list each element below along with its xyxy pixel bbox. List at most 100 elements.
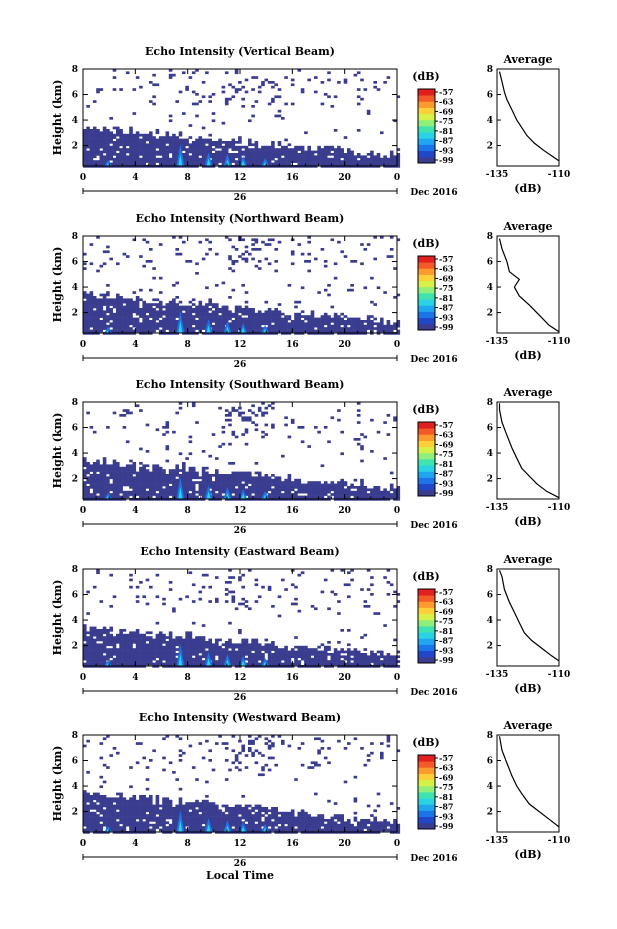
heatmap-cell xyxy=(89,243,94,246)
heatmap-cell xyxy=(274,95,278,99)
heatmap-cell xyxy=(350,160,354,163)
heatmap-cell xyxy=(248,153,252,156)
heatmap-cell xyxy=(96,481,100,484)
heatmap-cell xyxy=(300,157,305,161)
heatmap-cell xyxy=(172,157,176,161)
heatmap-cell xyxy=(149,660,153,663)
heatmap-cell xyxy=(257,148,262,151)
heatmap-cell xyxy=(234,88,239,91)
heatmap-cell xyxy=(294,320,298,323)
heatmap-cell xyxy=(106,650,110,654)
heatmap-cell xyxy=(198,597,203,601)
heatmap-cell xyxy=(158,310,163,314)
heatmap-cell xyxy=(198,145,203,149)
colorbar-tick-label: -63 xyxy=(439,430,454,440)
heatmap-cell xyxy=(340,655,344,659)
heatmap-cell xyxy=(119,631,123,635)
heatmap-cell xyxy=(376,329,381,333)
heatmap-cell xyxy=(185,636,189,639)
heatmap-cell xyxy=(116,474,120,477)
heatmap-cell xyxy=(238,322,242,326)
heatmap-cell xyxy=(244,643,249,647)
heatmap-cell xyxy=(205,305,209,309)
heatmap-cell xyxy=(89,481,94,484)
heatmap-cell xyxy=(277,310,282,314)
heatmap-cell xyxy=(330,148,335,151)
heatmap-cell xyxy=(201,645,206,649)
heatmap-cell xyxy=(393,267,397,270)
heatmap-cell xyxy=(119,133,123,137)
heatmap-cell xyxy=(251,257,255,261)
colorbar-tick-label: -87 xyxy=(439,136,453,146)
heatmap-cell xyxy=(360,433,364,436)
heatmap-cell xyxy=(83,291,87,294)
heatmap-cell xyxy=(370,160,374,163)
heatmap-cell xyxy=(244,493,249,496)
heatmap-cell xyxy=(251,143,255,147)
colorbar-swatch xyxy=(418,477,435,485)
heatmap-cell xyxy=(129,493,133,496)
heatmap-cell xyxy=(83,293,87,297)
heatmap-cell xyxy=(277,150,282,154)
heatmap-cell xyxy=(231,95,236,99)
heatmap-cell xyxy=(135,643,140,647)
heatmap-cell xyxy=(149,327,153,330)
heatmap-cell xyxy=(158,631,163,635)
heatmap-cell xyxy=(175,148,179,151)
heatmap-cell xyxy=(122,478,127,482)
heatmap-cell xyxy=(254,162,259,166)
heatmap-cell xyxy=(92,493,97,496)
heatmap-cell xyxy=(83,308,87,311)
heatmap-cell xyxy=(116,308,120,311)
heatmap-cell xyxy=(149,160,153,163)
heatmap-cell xyxy=(350,329,354,333)
heatmap-cell xyxy=(234,483,239,487)
heatmap-cell xyxy=(333,155,338,159)
heatmap-cell xyxy=(211,488,216,492)
heatmap-cell xyxy=(257,650,262,654)
heatmap-cell xyxy=(228,97,232,101)
heatmap-cell xyxy=(168,160,173,163)
heatmap-cell xyxy=(83,315,87,318)
heatmap-cell xyxy=(198,641,203,644)
heatmap-cell xyxy=(353,495,358,499)
heatmap-cell xyxy=(96,88,100,91)
heatmap-cell xyxy=(83,493,87,496)
heatmap-cell xyxy=(261,476,265,480)
heatmap-cell xyxy=(215,576,219,579)
heatmap-cell xyxy=(370,488,374,492)
heatmap-cell xyxy=(158,329,163,333)
heatmap-cell xyxy=(149,81,153,84)
heatmap-cell xyxy=(297,573,302,577)
heatmap-cell xyxy=(102,493,107,496)
heatmap-cell xyxy=(83,155,87,159)
heatmap-cell xyxy=(102,133,107,137)
heatmap-cell xyxy=(304,131,308,135)
heatmap-cell xyxy=(208,148,212,151)
heatmap-cell xyxy=(142,324,146,328)
heatmap-cell xyxy=(122,653,127,656)
heatmap-cell xyxy=(307,327,311,330)
heatmap-cell xyxy=(116,155,120,159)
heatmap-cell xyxy=(347,488,351,492)
heatmap-cell xyxy=(182,643,186,647)
heatmap-cell xyxy=(376,486,381,489)
heatmap-cell xyxy=(284,650,288,654)
heatmap-cell xyxy=(353,157,358,161)
colorbar-swatch xyxy=(418,286,435,294)
heatmap-cell xyxy=(274,320,278,323)
heatmap-cell xyxy=(347,150,351,154)
heatmap-cell xyxy=(195,657,199,661)
heatmap-cell xyxy=(119,327,123,330)
heatmap-cell xyxy=(191,310,196,314)
heatmap-cell xyxy=(218,483,222,487)
average-x-label: (dB) xyxy=(514,682,541,695)
heatmap-cell xyxy=(314,486,318,489)
heatmap-cell xyxy=(102,655,107,659)
heatmap-cell xyxy=(393,605,397,608)
heatmap-cell xyxy=(234,471,239,475)
colorbar-swatch xyxy=(418,595,435,602)
heatmap-cell xyxy=(99,471,104,475)
heatmap-cell xyxy=(198,488,203,492)
heatmap-cell xyxy=(129,633,133,637)
